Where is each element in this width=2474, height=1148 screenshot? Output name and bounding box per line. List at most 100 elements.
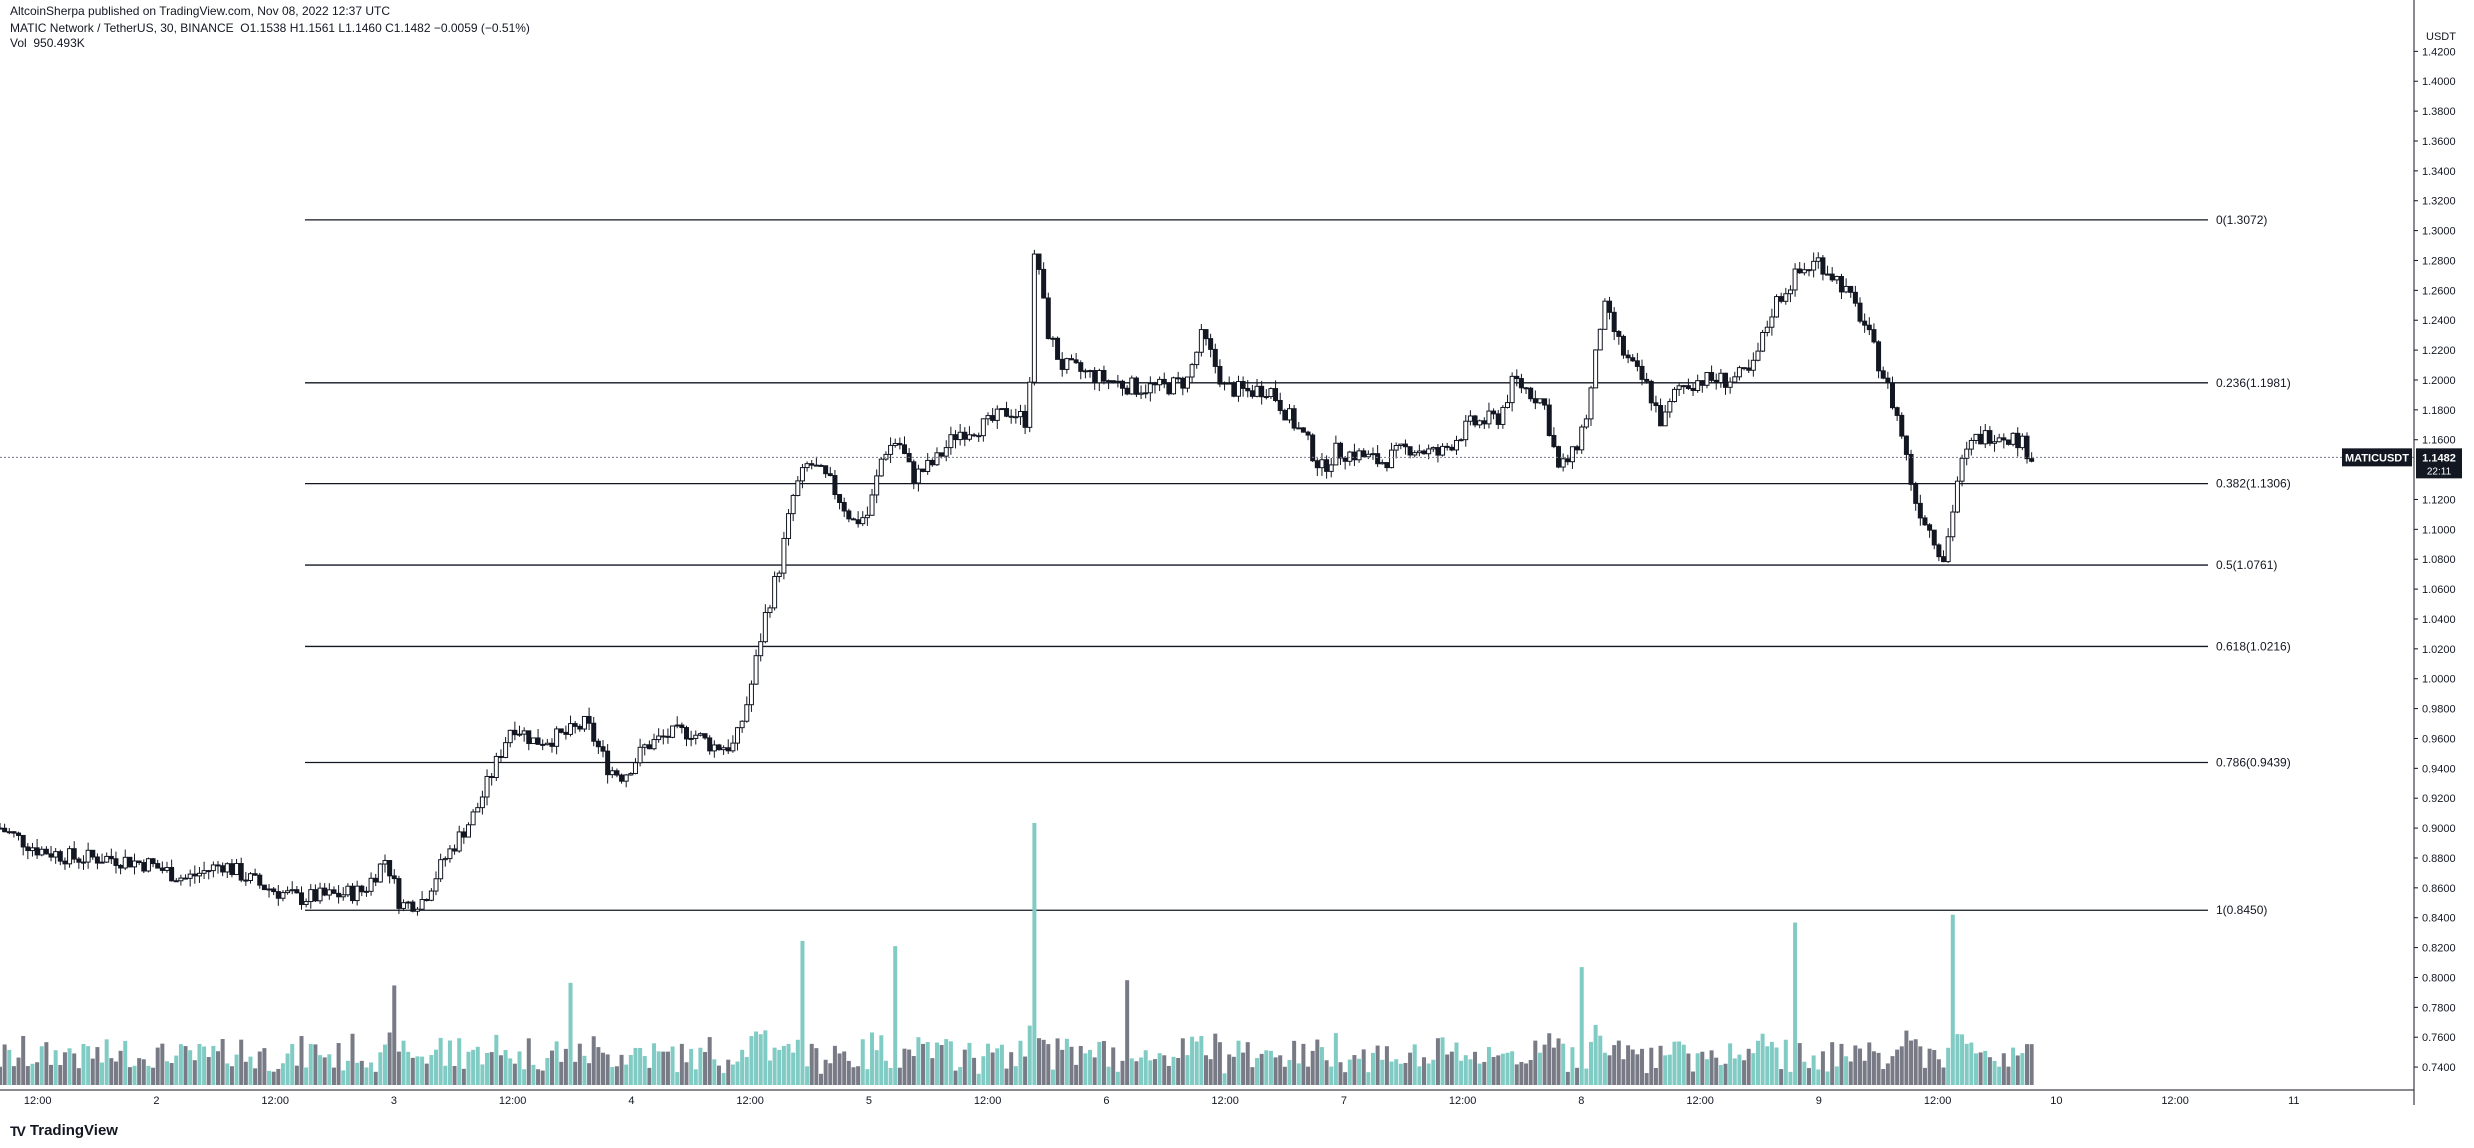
volume-bar bbox=[1213, 1033, 1218, 1085]
candle-body bbox=[943, 447, 949, 457]
candle-body bbox=[1579, 426, 1585, 451]
candle-body bbox=[67, 848, 73, 865]
candle-body bbox=[57, 851, 63, 862]
volume-bar bbox=[1551, 1047, 1556, 1085]
volume-bar bbox=[1728, 1043, 1733, 1085]
candle-body bbox=[517, 733, 523, 736]
volume-bar bbox=[1718, 1065, 1723, 1085]
price-axis[interactable]: USDT 1.4200 1.4000 1.3800 1.3600 1.3400 1.3200… bbox=[2413, 0, 2456, 1105]
volume-bar bbox=[1384, 1046, 1389, 1085]
candle-body bbox=[0, 827, 3, 830]
candle-body bbox=[1092, 370, 1098, 384]
volume-bar bbox=[7, 1049, 12, 1085]
volume-bar bbox=[795, 1039, 800, 1085]
volume-bar bbox=[1723, 1063, 1728, 1085]
time-tick-label: 10 bbox=[2050, 1095, 2062, 1107]
candle-body bbox=[711, 744, 717, 752]
candle-body bbox=[340, 894, 346, 898]
candle-body bbox=[1917, 502, 1923, 519]
candle-body bbox=[187, 873, 193, 879]
candle-body bbox=[1277, 399, 1283, 411]
price-tag-countdown: 22:11 bbox=[2427, 466, 2452, 477]
candle-body bbox=[76, 858, 82, 863]
candle-body bbox=[1616, 331, 1622, 337]
volume-bar bbox=[638, 1047, 643, 1085]
volume-bar bbox=[1834, 1066, 1839, 1085]
volume-histogram bbox=[0, 823, 2034, 1085]
volume-bar bbox=[1027, 1025, 1032, 1085]
volume-bar bbox=[1524, 1063, 1529, 1085]
candle-body bbox=[1036, 253, 1042, 270]
candle-body bbox=[1546, 404, 1552, 437]
volume-bar bbox=[1612, 1045, 1617, 1085]
candle-body bbox=[902, 444, 907, 454]
tradingview-label: TradingView bbox=[29, 1122, 118, 1139]
candle-body bbox=[1356, 450, 1362, 461]
volume-bar bbox=[1691, 1071, 1696, 1085]
candle-body bbox=[577, 725, 583, 730]
candle-body bbox=[1797, 268, 1803, 274]
volume-bar bbox=[1644, 1073, 1649, 1085]
candle-body bbox=[1458, 439, 1464, 442]
candle-body bbox=[1157, 378, 1163, 386]
candle-body bbox=[206, 870, 212, 873]
time-axis[interactable]: 12:00 2 12:00 3 12:00 4 12:00 5 12:00 6 12:00 7 12:0… bbox=[0, 1089, 2414, 1107]
candle-body bbox=[1741, 367, 1747, 370]
candle-body bbox=[475, 807, 481, 813]
volume-bar bbox=[1120, 1060, 1125, 1085]
volume-bar bbox=[930, 1058, 935, 1085]
candle-body bbox=[266, 888, 272, 891]
volume-bar bbox=[1412, 1044, 1417, 1085]
volume-bar bbox=[1927, 1048, 1932, 1085]
volume-bar bbox=[1268, 1050, 1273, 1085]
volume-bar bbox=[1361, 1049, 1366, 1085]
candle-body bbox=[753, 655, 759, 685]
volume-bar bbox=[1663, 1055, 1668, 1085]
price-tick-label: 1.1800 bbox=[2422, 405, 2456, 417]
candle-body bbox=[540, 743, 546, 746]
volume-bar bbox=[1983, 1050, 1988, 1085]
volume-bar bbox=[350, 1033, 355, 1085]
volume-legend: Vol 950.493K bbox=[10, 36, 85, 50]
candle-body bbox=[994, 408, 1000, 421]
volume-bar bbox=[907, 1049, 912, 1085]
candle-body bbox=[595, 740, 601, 748]
volume-bar bbox=[656, 1051, 661, 1085]
candle-body bbox=[39, 848, 45, 856]
candle-body bbox=[554, 728, 560, 747]
candle-body bbox=[326, 889, 332, 896]
candle-body bbox=[1463, 420, 1469, 441]
candle-body bbox=[238, 863, 244, 881]
candle-body bbox=[1175, 377, 1181, 380]
candle-body bbox=[1055, 337, 1061, 360]
candle-body bbox=[758, 641, 764, 657]
candle-body bbox=[1885, 377, 1891, 384]
candle-body bbox=[1750, 359, 1756, 371]
candle-body bbox=[725, 747, 731, 752]
volume-bar bbox=[1459, 1060, 1464, 1085]
volume-bar bbox=[1287, 1060, 1292, 1085]
volume-bar bbox=[1732, 1058, 1737, 1085]
volume-bar bbox=[1324, 1060, 1329, 1085]
candle-body bbox=[730, 742, 736, 752]
volume-bar bbox=[457, 1038, 462, 1085]
volume-bar bbox=[1236, 1040, 1241, 1085]
volume-bar bbox=[137, 1058, 142, 1085]
candle-body bbox=[781, 537, 787, 574]
tradingview-brand[interactable]: TV TradingView bbox=[10, 1122, 118, 1139]
volume-bar bbox=[1686, 1053, 1691, 1085]
volume-bar bbox=[1422, 1057, 1427, 1085]
volume-bar bbox=[1333, 1033, 1338, 1085]
volume-bar bbox=[1352, 1055, 1357, 1085]
volume-bar bbox=[471, 1049, 476, 1085]
volume-bar bbox=[1899, 1046, 1904, 1085]
candlestick-series bbox=[0, 249, 2035, 916]
candle-body bbox=[108, 855, 114, 860]
candle-body bbox=[971, 434, 977, 437]
fibonacci-retracement[interactable]: 0(1.3072) 0.236(1.1981) 0.382(1.1306) 0.5(1… bbox=[305, 213, 2291, 917]
volume-bar bbox=[619, 1054, 624, 1085]
volume-bar bbox=[879, 1035, 884, 1085]
volume-bar bbox=[967, 1042, 972, 1085]
volume-bar bbox=[276, 1068, 281, 1085]
